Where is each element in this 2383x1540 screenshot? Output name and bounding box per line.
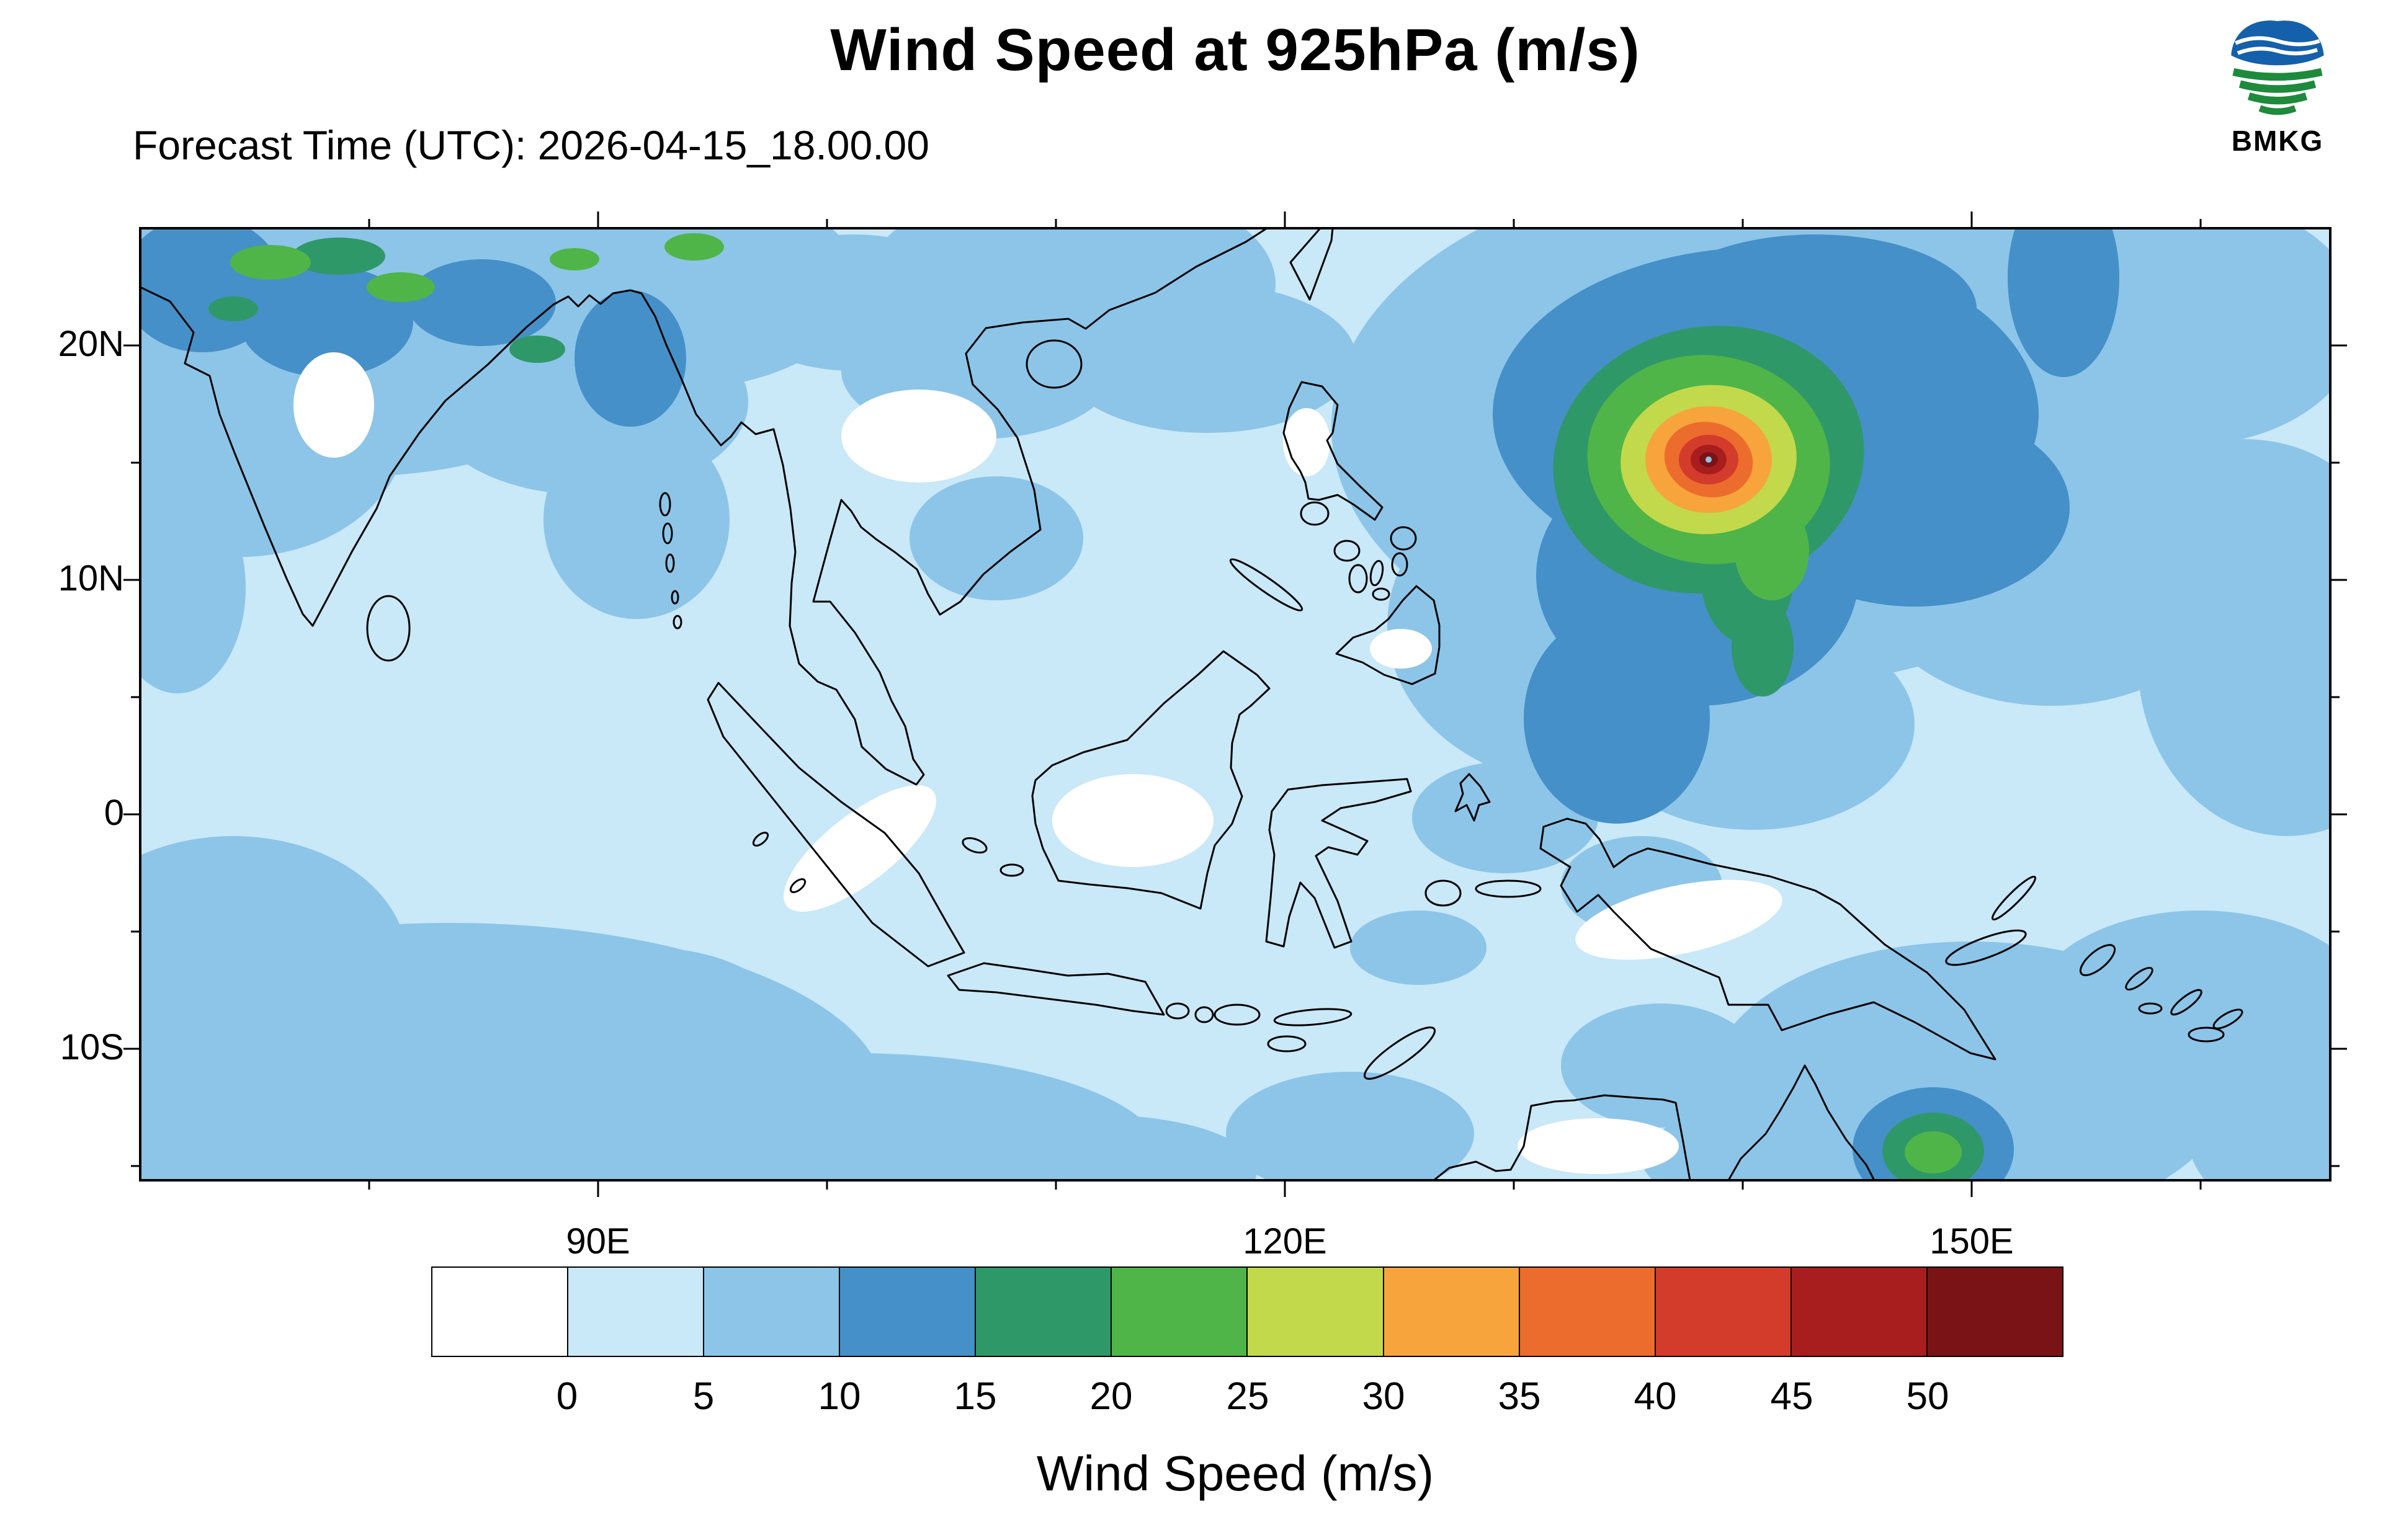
colorbar-box-3 — [839, 1266, 977, 1357]
coast-buru — [1424, 879, 1462, 907]
lon-label-120e: 120E — [1243, 1221, 1327, 1262]
coast-palawan — [1229, 558, 1303, 612]
coastlines — [140, 228, 2243, 1180]
colorbar-tick-50: 50 — [1906, 1375, 1949, 1418]
colorbar-tick-40: 40 — [1634, 1375, 1677, 1418]
coast-luzon — [1282, 381, 1384, 521]
coast-halmahera — [1454, 773, 1491, 822]
colorbar — [431, 1266, 2063, 1357]
colorbar-box-11 — [1926, 1266, 2063, 1357]
colorbar-box-4 — [975, 1266, 1112, 1357]
lon-label-150e: 150E — [1929, 1221, 2014, 1262]
coast-seram — [1475, 879, 1542, 898]
page-title: Wind Speed at 925hPa (m/s) — [830, 17, 1640, 83]
lat-label-0: 0 — [104, 793, 124, 833]
colorbar-title: Wind Speed (m/s) — [1036, 1446, 1434, 1501]
map-frame — [139, 227, 2332, 1182]
coast-belitung — [999, 863, 1024, 877]
coast-hainan — [1026, 339, 1083, 389]
colorbar-tick-5: 5 — [692, 1375, 715, 1418]
tropical-cyclone — [1553, 326, 1864, 697]
colorbar-tick-15: 15 — [954, 1375, 997, 1418]
bmkg-logo-icon — [2231, 20, 2324, 115]
secondary-cyclone — [1853, 1087, 2014, 1180]
colorbar-box-8 — [1518, 1266, 1656, 1357]
forecast-time-label: Forecast Time (UTC): 2026-04-15_18.00.00 — [133, 122, 929, 168]
colorbar-box-9 — [1654, 1266, 1792, 1357]
colorbar-tick-45: 45 — [1770, 1375, 1813, 1418]
colorbar-tick-35: 35 — [1498, 1375, 1541, 1418]
coast-andaman-nicobar — [659, 492, 682, 630]
coast-lesser-sundas — [1165, 1002, 1436, 1080]
calm-wind-patches — [293, 352, 1782, 1174]
cyclone-eye — [1706, 456, 1712, 463]
bmkg-logo: BMKG — [2212, 11, 2343, 158]
coast-new-guinea — [1539, 817, 1996, 1061]
axis-minor-ticks — [131, 219, 2340, 1190]
map-area — [123, 211, 2347, 1197]
colorbar-box-7 — [1382, 1266, 1520, 1357]
colorbar-box-6 — [1246, 1266, 1384, 1357]
lat-label-10s: 10S — [60, 1027, 124, 1067]
colorbar-box-1 — [567, 1266, 705, 1357]
coast-sri-lanka — [366, 595, 411, 662]
colorbar-box-5 — [1111, 1266, 1248, 1357]
coast-bangka — [962, 837, 988, 854]
colorbar-tick-0: 0 — [556, 1375, 578, 1418]
wind-spots-northwest — [208, 233, 724, 363]
colorbar-tick-25: 25 — [1226, 1375, 1269, 1418]
coast-visayas — [1300, 501, 1417, 601]
coast-borneo — [1031, 650, 1271, 910]
axis-major-ticks — [123, 211, 2347, 1197]
coast-mentawai — [752, 832, 807, 893]
wind-speed-map — [123, 211, 2347, 1197]
colorbar-tick-10: 10 — [818, 1375, 861, 1418]
coast-bismarck-solomons — [1945, 875, 2243, 1043]
colorbar-box-10 — [1790, 1266, 1928, 1357]
lon-label-90e: 90E — [566, 1221, 630, 1262]
coast-sulawesi — [1265, 778, 1412, 949]
colorbar-box-0 — [431, 1266, 569, 1357]
lat-label-20n: 20N — [58, 324, 124, 364]
coast-mindanao — [1335, 585, 1441, 685]
coast-java — [947, 962, 1165, 1016]
bmkg-logo-label: BMKG — [2231, 125, 2324, 157]
lat-label-10n: 10N — [58, 558, 124, 599]
coast-australia — [1433, 1064, 1876, 1180]
colorbar-tick-20: 20 — [1089, 1375, 1133, 1418]
colorbar-tick-30: 30 — [1362, 1375, 1405, 1418]
colorbar-box-2 — [703, 1266, 841, 1357]
coast-taiwan — [1289, 228, 1334, 301]
coast-asia-mainland — [140, 228, 1268, 786]
coast-sumatra — [707, 682, 965, 968]
